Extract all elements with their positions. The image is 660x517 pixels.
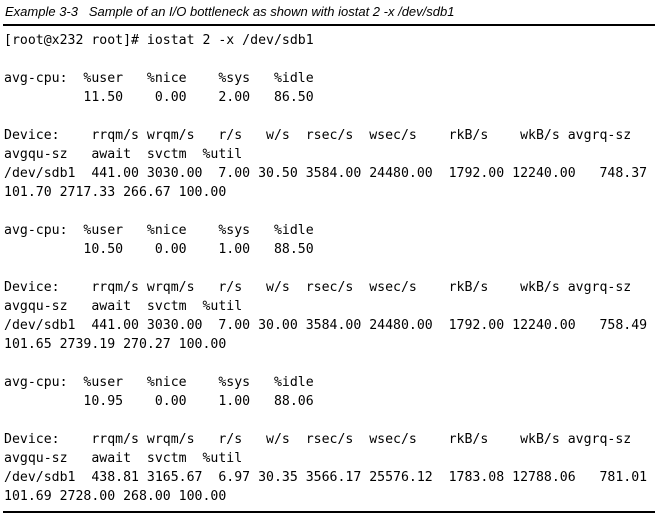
device-header-line: Device: rrqm/s wrqm/s r/s w/s rsec/s wse… [4, 128, 632, 143]
blank-line [4, 259, 656, 278]
device-header-line: Device: rrqm/s wrqm/s r/s w/s rsec/s wse… [4, 432, 632, 447]
cpu-values-line: 10.50 0.00 1.00 88.50 [4, 242, 314, 257]
device-header-line: Device: rrqm/s wrqm/s r/s w/s rsec/s wse… [4, 280, 632, 295]
device-values-cont-line: 101.70 2717.33 266.67 100.00 [4, 185, 227, 200]
blank-line [4, 107, 656, 126]
cpu-header-line: avg-cpu: %user %nice %sys %idle [4, 375, 314, 390]
cpu-values-line: 11.50 0.00 2.00 86.50 [4, 90, 314, 105]
cpu-values-line: 10.95 0.00 1.00 88.06 [4, 394, 314, 409]
device-values-line: /dev/sdb1 441.00 3030.00 7.00 30.50 3584… [4, 166, 648, 181]
device-values-line: /dev/sdb1 438.81 3165.67 6.97 30.35 3566… [4, 470, 648, 485]
device-values-line: /dev/sdb1 441.00 3030.00 7.00 30.00 3584… [4, 318, 648, 333]
blank-line [4, 411, 656, 430]
device-header-cont-line: avgqu-sz await svctm %util [4, 299, 243, 314]
bottom-rule [3, 511, 655, 513]
blank-line [4, 354, 656, 373]
device-values-cont-line: 101.65 2739.19 270.27 100.00 [4, 337, 227, 352]
device-values-cont-line: 101.69 2728.00 268.00 100.00 [4, 489, 227, 504]
device-header-cont-line: avgqu-sz await svctm %util [4, 147, 243, 162]
cpu-header-line: avg-cpu: %user %nice %sys %idle [4, 223, 314, 238]
cpu-header-line: avg-cpu: %user %nice %sys %idle [4, 71, 314, 86]
example-caption: Example 3-3 Sample of an I/O bottleneck … [5, 4, 455, 19]
terminal-output: [root@x232 root]# iostat 2 -x /dev/sdb1 … [4, 31, 656, 506]
blank-line [4, 202, 656, 221]
top-rule [3, 24, 655, 26]
blank-line [4, 50, 656, 69]
command-line: [root@x232 root]# iostat 2 -x /dev/sdb1 [4, 33, 314, 48]
device-header-cont-line: avgqu-sz await svctm %util [4, 451, 243, 466]
